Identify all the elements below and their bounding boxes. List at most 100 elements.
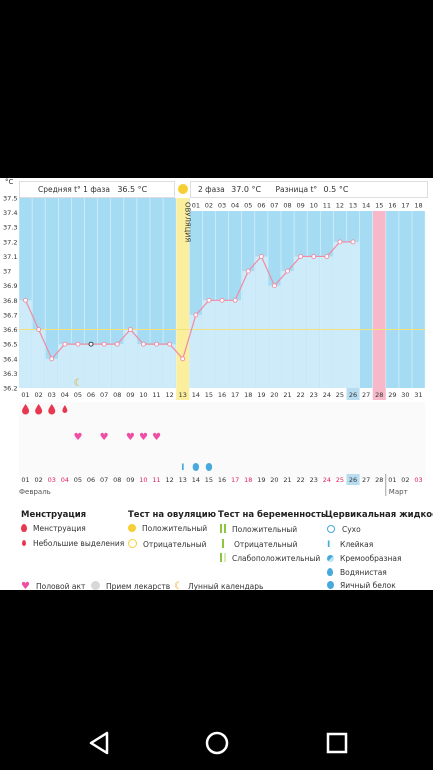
blood-drop-icon <box>48 404 56 415</box>
temperature-point <box>62 341 68 347</box>
legend-cervical-creamy-item: Кремообразная <box>327 554 402 563</box>
diff-value: 0.5 °C <box>323 185 349 194</box>
temperature-point <box>75 341 81 347</box>
small-drop-icon <box>22 540 26 546</box>
legend-eggwhite-label: Яичный белок <box>340 581 396 590</box>
y-tick-label: 37.1 <box>3 253 17 261</box>
phase2-day-row <box>190 198 426 211</box>
blood-drop-icon <box>22 404 30 415</box>
today-date-highlight <box>346 474 360 485</box>
legend-cervical-eggwhite-item: Яичный белок <box>327 581 396 590</box>
cycle-day-label: 03 <box>48 391 56 399</box>
phase2-day-label: 01 <box>192 202 200 210</box>
legend-preg-negative-label: Отрицательный <box>234 540 298 549</box>
ovulation-label: ОВУЛЯЦИЯ <box>183 202 191 242</box>
temperature-bar <box>98 344 111 388</box>
phase2-label: 2 фаза <box>198 185 225 194</box>
temperature-point <box>23 297 28 303</box>
recents-button[interactable] <box>322 728 352 758</box>
phase2-day-label: 15 <box>375 202 383 210</box>
dry-icon <box>327 525 335 533</box>
calendar-date-label: 14 <box>192 476 200 484</box>
bbt-chart-screen: 37.5 37.4 37.3 37.2 37.1 37 36.9 36.8 36.7 36.6 36… <box>0 178 433 590</box>
creamy-icon <box>327 555 334 562</box>
moon-icon: ☾ <box>73 378 82 389</box>
phase2-day-label: 08 <box>283 202 291 210</box>
temperature-point <box>337 239 343 245</box>
home-button[interactable] <box>202 728 232 758</box>
legend-preg-positive-item: Положительный <box>220 524 297 534</box>
legend-cervical-title: Цервикальная жидкость <box>325 510 433 520</box>
legend-light-bleeding-label: Небольшие выделения <box>33 539 125 548</box>
phase2-day-label: 17 <box>401 202 409 210</box>
temperature-point <box>350 239 356 245</box>
cycle-day-label: 10 <box>139 391 147 399</box>
legend-ovulation-negative-label: Отрицательный <box>143 540 207 549</box>
legend-cervical-dry-item: Сухо <box>327 525 361 534</box>
legend-preg-weak-label: Слабоположительный <box>232 554 321 563</box>
calendar-date-label: 18 <box>244 476 252 484</box>
y-tick-label: 37.3 <box>3 224 17 232</box>
small-drop-icon <box>62 405 68 413</box>
faint-line-second <box>224 553 226 562</box>
calendar-date-label: 28 <box>375 476 383 484</box>
phase2-value: 37.0 °C <box>231 185 262 194</box>
negative-circle-icon <box>128 539 137 548</box>
calendar-date-label: 24 <box>323 476 331 484</box>
temperature-bar <box>347 241 360 388</box>
cycle-day-label: 29 <box>388 391 396 399</box>
y-tick-label: 36.5 <box>3 341 17 349</box>
temperature-bar <box>124 329 137 388</box>
heart-icon: ♥ <box>126 432 135 443</box>
cycle-day-label: 07 <box>100 391 108 399</box>
temperature-point <box>258 254 264 259</box>
calendar-date-label: 25 <box>336 476 344 484</box>
y-tick-label: 37.4 <box>3 209 17 217</box>
temperature-point <box>272 283 277 289</box>
legend-creamy-label: Кремообразная <box>340 554 402 563</box>
calendar-date-label: 15 <box>205 476 213 484</box>
phase2-summary-box: 2 фаза 37.0 °C Разница t° 0.5 °C <box>190 181 428 198</box>
temperature-point <box>285 268 290 274</box>
back-button[interactable] <box>85 728 115 758</box>
diff-label: Разница t° <box>275 185 318 194</box>
calendar-date-label: 03 <box>414 476 422 484</box>
temperature-point <box>219 297 225 303</box>
phase2-day-label: 04 <box>231 202 239 210</box>
temperature-bar <box>137 344 150 388</box>
cycle-day-label: 24 <box>323 391 331 399</box>
double-line-icon-second <box>224 524 226 533</box>
cycle-day-label: 26 <box>349 391 357 399</box>
legend-ovulation-negative-item: Отрицательный <box>128 539 207 549</box>
phase2-day-label: 11 <box>323 202 331 210</box>
cycle-day-label: 27 <box>362 391 370 399</box>
sticky-icon: I <box>327 540 331 550</box>
calendar-date-label: 07 <box>100 476 108 484</box>
phase2-day-label: 02 <box>205 202 213 210</box>
temperature-bar <box>268 285 281 388</box>
temperature-point <box>154 341 160 347</box>
temperature-bar <box>19 300 32 388</box>
water-drop-icon <box>327 568 333 576</box>
calendar-date-label: 21 <box>283 476 291 484</box>
unit-label: °C <box>5 178 14 186</box>
temperature-bar <box>294 256 307 388</box>
temperature-bar <box>189 314 202 388</box>
phase2-day-label: 06 <box>257 202 265 210</box>
temperature-point <box>49 356 55 362</box>
phase2-day-label: 03 <box>218 202 226 210</box>
single-line-icon <box>222 539 224 548</box>
cycle-day-label: 12 <box>166 391 174 399</box>
today-day-highlight <box>346 388 360 400</box>
cycle-day-label: 05 <box>74 391 82 399</box>
ovulation-sun-icon <box>178 184 188 194</box>
cycle-day-label: 25 <box>336 391 344 399</box>
y-tick-label: 36.7 <box>3 311 17 319</box>
legend-dry-label: Сухо <box>342 525 361 534</box>
moon-icon: ☾ <box>174 581 183 590</box>
legend-preg-positive-label: Положительный <box>232 525 298 534</box>
legend-preg-weak-item: Слабоположительный <box>220 553 320 563</box>
temperature-chart[interactable]: 37.5 37.4 37.3 37.2 37.1 37 36.9 36.8 36.7 36.6 36… <box>0 178 433 498</box>
cycle-day-label: 17 <box>231 391 239 399</box>
y-tick-label: 36.9 <box>3 282 17 290</box>
